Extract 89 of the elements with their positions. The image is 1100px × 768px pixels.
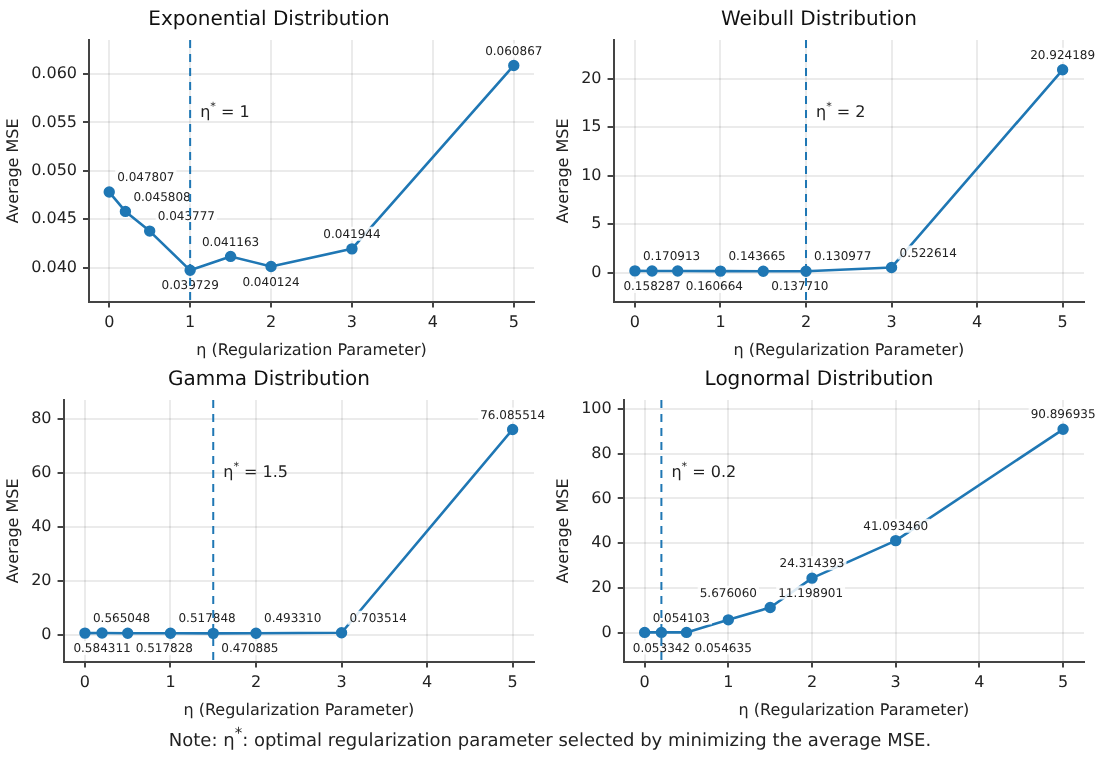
- point: [655, 626, 668, 639]
- y-tick-label: 60: [31, 462, 52, 481]
- y-axis-title: Average MSE: [553, 478, 572, 584]
- y-tick-label: 0.055: [31, 112, 77, 131]
- point: [1056, 64, 1069, 76]
- x-axis-title: η (Regularization Parameter): [183, 700, 415, 719]
- y-axis-title: Average MSE: [3, 118, 22, 224]
- chart-title: Weibull Distribution: [721, 9, 917, 32]
- point: [800, 265, 812, 277]
- point: [224, 250, 237, 263]
- x-tick-label: 0: [639, 673, 650, 692]
- point: [119, 205, 132, 218]
- text: Note: η$^{*}$: optimal regularization parameter selected by minimizing the average MSE.: [166, 724, 934, 752]
- y-tick-label: 0.045: [31, 209, 77, 228]
- point: [764, 601, 776, 614]
- point: [265, 260, 277, 273]
- y-tick-label: 0: [41, 624, 52, 643]
- y-tick-label: 20: [581, 68, 602, 87]
- x-tick-label: 1: [715, 313, 726, 332]
- x-tick-label: 0: [629, 313, 641, 332]
- point: [806, 572, 818, 584]
- point: [714, 265, 727, 277]
- x-tick-label: 5: [1057, 313, 1068, 332]
- point: [122, 627, 134, 639]
- point: [207, 627, 219, 640]
- x-tick-label: 3: [336, 673, 347, 692]
- x-tick-label: 2: [250, 673, 262, 692]
- y-axis-title: Average MSE: [3, 478, 22, 584]
- x-tick-label: 5: [507, 673, 518, 692]
- y-tick-label: 20: [31, 570, 52, 589]
- y-axis-title: Average MSE: [553, 118, 572, 224]
- chart-title: Gamma Distribution: [167, 369, 371, 392]
- x-tick-label: 2: [806, 673, 818, 692]
- x-axis-title: η (Regularization Parameter): [196, 340, 427, 359]
- y-tick-label: 40: [31, 516, 52, 535]
- point: [143, 225, 156, 237]
- point: [250, 627, 262, 639]
- x-tick-label: 1: [185, 313, 196, 332]
- x-tick-label: 4: [971, 313, 983, 332]
- x-tick-label: 1: [723, 673, 734, 692]
- y-tick-label: 40: [591, 533, 612, 552]
- point: [638, 626, 651, 639]
- point: [335, 627, 348, 639]
- point: [1057, 423, 1069, 435]
- point: [508, 59, 520, 72]
- point: [103, 186, 115, 198]
- point: [885, 261, 898, 274]
- point: [164, 627, 177, 639]
- x-tick-label: 3: [890, 673, 901, 692]
- y-tick-label: 0.040: [31, 257, 77, 276]
- x-tick-label: 4: [427, 313, 438, 332]
- point: [79, 627, 91, 639]
- y-tick-label: 15: [581, 117, 602, 136]
- point: [646, 265, 658, 277]
- y-tick-label: 60: [591, 488, 612, 507]
- x-tick-label: 4: [421, 673, 433, 692]
- y-tick-label: 100: [581, 399, 612, 418]
- x-tick-label: 3: [346, 313, 358, 332]
- x-tick-label: 5: [1057, 673, 1069, 692]
- y-tick-label: 20: [591, 577, 612, 596]
- y-tick-label: 0.050: [31, 160, 77, 179]
- y-tick-label: 0: [591, 262, 602, 281]
- y-tick-label: 10: [581, 165, 602, 184]
- point: [890, 534, 902, 547]
- point: [346, 243, 358, 255]
- point: [680, 626, 693, 639]
- y-tick-label: 0: [601, 622, 612, 641]
- x-tick-label: 0: [79, 673, 91, 692]
- point: [96, 627, 108, 639]
- point: [672, 265, 684, 277]
- x-axis-title: η (Regularization Parameter): [738, 700, 970, 719]
- point: [506, 423, 519, 436]
- chart-title: Exponential Distribution: [148, 9, 390, 32]
- x-axis-title: η (Regularization Parameter): [733, 340, 965, 359]
- y-tick-label: 80: [591, 443, 612, 462]
- y-tick-label: 5: [591, 214, 602, 233]
- x-tick-label: 0: [104, 313, 115, 332]
- x-tick-label: 4: [974, 673, 985, 692]
- y-tick-label: 0.060: [31, 64, 77, 83]
- point: [629, 265, 641, 277]
- x-tick-label: 2: [265, 313, 277, 332]
- point: [722, 614, 735, 626]
- x-tick-label: 2: [800, 313, 812, 332]
- chart-title: Lognormal Distribution: [704, 369, 934, 392]
- x-tick-label: 3: [886, 313, 897, 332]
- y-tick-label: 80: [31, 409, 52, 428]
- x-tick-label: 1: [165, 673, 176, 692]
- point: [757, 265, 769, 277]
- x-tick-label: 5: [508, 313, 519, 332]
